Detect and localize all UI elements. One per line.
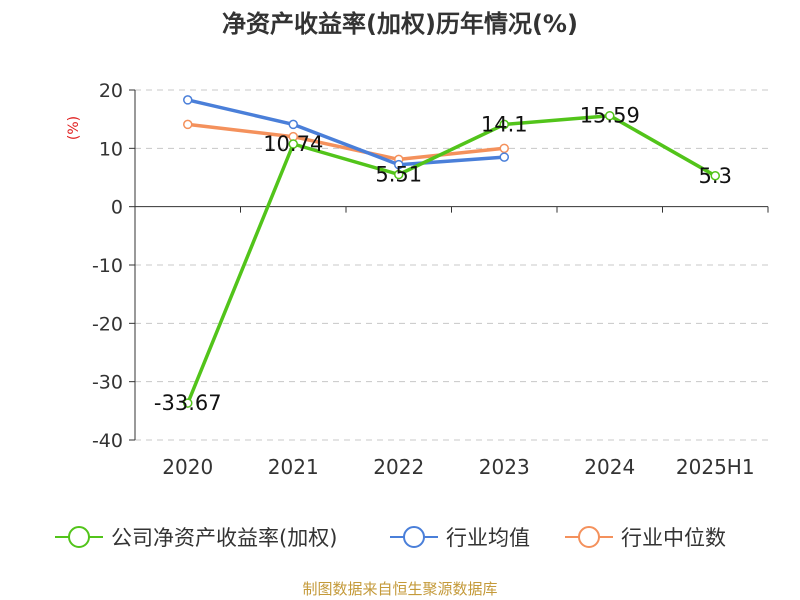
legend-label: 公司净资产收益率(加权)	[111, 526, 337, 550]
x-tick-label: 2021	[268, 455, 319, 479]
y-tick-label: 20	[99, 80, 123, 102]
grid-lines	[135, 89, 768, 441]
series-line	[186, 113, 717, 404]
y-tick-label: -10	[92, 255, 123, 277]
y-tick-label: -40	[92, 430, 123, 452]
data-point	[499, 152, 509, 162]
data-point	[288, 119, 298, 130]
data-label: 5.3	[699, 164, 732, 188]
x-tick-label: 2020	[162, 455, 213, 479]
data-point	[183, 95, 193, 105]
legend-item: 行业均值	[390, 526, 530, 550]
y-tick-label: 10	[99, 138, 123, 160]
legend-item: 公司净资产收益率(加权)	[55, 526, 337, 550]
data-label: 10.74	[263, 132, 323, 156]
y-tick-labels: 20 10 0 -10 -20 -30 -40	[92, 80, 123, 452]
legend-marker	[403, 526, 425, 548]
x-tick-label: 2025H1	[676, 455, 755, 479]
data-label: 15.59	[580, 104, 640, 128]
legend-item: 行业中位数	[565, 526, 726, 550]
y-tick-label: -30	[92, 372, 123, 394]
series-lines	[183, 95, 720, 408]
series-line	[187, 98, 505, 167]
legend-label: 行业中位数	[621, 526, 726, 550]
x-tick-labels: 2020 2021 2022 2023 2024 2025H1	[162, 455, 754, 479]
data-label: 14.1	[481, 112, 528, 136]
legend-marker	[68, 526, 90, 548]
data-point	[710, 171, 720, 181]
y-tick-label: 0	[111, 197, 123, 219]
data-point	[499, 119, 509, 130]
data-label: 5.51	[375, 163, 422, 187]
legend-label: 行业均值	[446, 526, 530, 550]
data-labels: -33.67 10.74 5.51 14.1 15.59 5.3	[154, 104, 732, 415]
y-tick-label: -20	[92, 313, 123, 335]
source-note: 制图数据来自恒生聚源数据库	[302, 580, 498, 598]
y-axis-label: (%)	[66, 116, 82, 140]
data-label: -33.67	[154, 391, 222, 415]
chart-title: 净资产收益率(加权)历年情况(%)	[222, 10, 578, 38]
data-point	[183, 398, 193, 408]
data-point	[394, 169, 404, 180]
data-point	[394, 159, 404, 170]
x-tick-label: 2022	[373, 455, 424, 479]
data-point	[605, 110, 615, 121]
x-tick-label: 2024	[584, 455, 635, 479]
legend-marker	[578, 526, 600, 548]
data-point	[183, 119, 193, 130]
series-line	[187, 122, 505, 162]
legend: 公司净资产收益率(加权) 行业均值 行业中位数	[55, 526, 726, 550]
x-tick-label: 2023	[479, 455, 530, 479]
axes	[129, 89, 769, 441]
data-point	[288, 139, 298, 149]
data-point	[499, 143, 509, 154]
